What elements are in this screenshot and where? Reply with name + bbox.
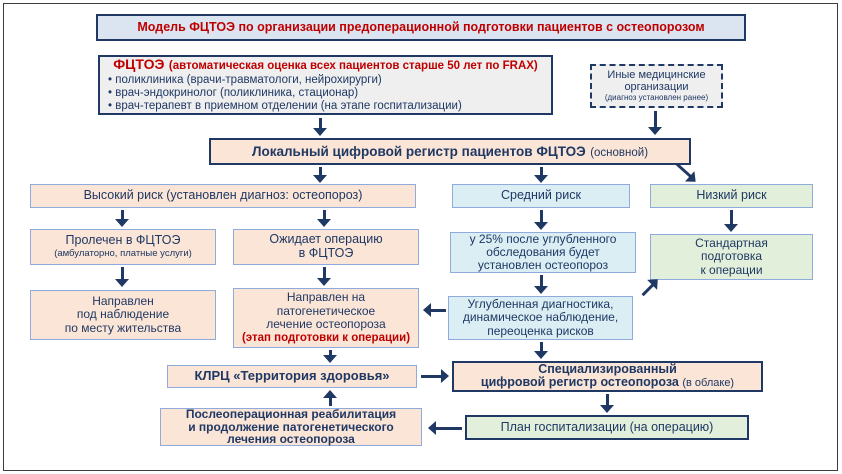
deep-diagnostics-box: Углубленная диагностика, динамическое наб… [448,296,633,340]
local-registry-box: Локальный цифровой регистр пациентов ФЦТ… [209,138,691,165]
arrow-fctoe-to-registry [313,118,327,136]
treated-box: Пролечен в ФЦТОЭ (амбулаторно, платные у… [30,229,216,265]
spec-registry-line1: Специализированный [538,361,677,376]
standard-prep-text: Стандартная подготовка к операции [695,236,768,277]
arrow-plan-to-rehab [428,421,462,435]
fctoe-bullet-1: поликлиника (врачи-травматологи, нейрохи… [108,74,551,87]
arrow-high-to-awaiting [317,210,331,227]
pct25-text: у 25% после углубленного обследования буд… [469,231,617,273]
low-risk-box: Низкий риск [650,184,813,208]
spec-registry-note: (в облаке) [682,377,735,390]
fctoe-box: ФЦТОЭ (автоматическая оценка всех пациен… [98,55,553,115]
spec-registry-box: Специализированный цифровой регистр осте… [452,361,763,392]
arrow-diagnostics-to-spec-registry [534,342,548,359]
local-registry-note: (основной) [590,146,649,159]
other-orgs-box: Иные медицинские организации (диагноз уст… [590,64,723,108]
outer-frame [3,3,838,471]
spec-registry-line2-text: цифровой регистр остеопороза [480,375,679,390]
medium-risk-label: Средний риск [501,188,581,203]
page-title: Модель ФЦТОЭ по организации предоперацио… [137,19,705,34]
deep-diagnostics-text: Углубленная диагностика, динамическое наб… [462,297,619,338]
pathogenetic-treatment-box: Направлен на патогенетическое лечение осте… [233,288,419,348]
awaiting-surgery-box: Ожидает операцию в ФЦТОЭ [233,229,419,265]
arrow-treated-to-observation [115,267,129,287]
treated-text: Пролечен в ФЦТОЭ [65,233,181,248]
awaiting-surgery-text: Ожидает операцию в ФЦТОЭ [269,232,383,260]
arrow-treatment-to-klrc [323,350,337,363]
fctoe-bullet-3: врач-терапевт в приемном отделении (на э… [108,100,551,113]
fctoe-heading-line: ФЦТОЭ (автоматическая оценка всех пациен… [113,56,538,74]
arrow-low-to-standard-prep [724,210,738,232]
local-registry-line: Локальный цифровой регистр пациентов ФЦТ… [252,143,648,161]
title-box: Модель ФЦТОЭ по организации предоперацио… [96,14,746,41]
treated-note: (амбулаторно, платные услуги) [54,248,192,260]
high-risk-box: Высокий риск (установлен диагноз: остеоп… [30,184,416,208]
arrow-medium-to-pct25 [534,210,548,230]
fctoe-bullet-list: поликлиника (врачи-травматологи, нейрохи… [100,74,551,114]
arrow-klrc-to-spec-registry [421,369,449,383]
arrow-pct25-to-diagnostics [534,275,548,294]
local-registry-text: Локальный цифровой регистр пациентов ФЦТ… [251,143,586,159]
arrow-high-to-treated [115,210,129,227]
arrow-awaiting-to-treatment [317,267,331,286]
rehab-box: Послеоперационная реабилитация и продолже… [160,408,422,446]
observation-box: Направлен под наблюдение по месту жительст… [30,290,216,340]
fctoe-bullet-2: врач-эндокринолог (поликлиника, стациона… [108,87,551,100]
observation-text: Направлен под наблюдение по месту жительст… [64,294,182,335]
fctoe-heading-note: (автоматическая оценка всех пациентов ст… [168,60,538,73]
other-orgs-text: Иные медицинские организации [607,68,706,94]
arrow-diagnostics-to-treatment [423,303,446,317]
pct25-box: у 25% после углубленного обследования буд… [450,232,636,273]
medium-risk-box: Средний риск [452,184,630,208]
fctoe-heading: ФЦТОЭ [113,56,165,73]
hosp-plan-text: План госпитализации (на операцию) [500,419,714,434]
standard-prep-box: Стандартная подготовка к операции [650,234,813,280]
low-risk-label: Низкий риск [696,188,767,203]
pathogenetic-treatment-note: (этап подготовки к операции) [241,331,411,344]
rehab-text: Послеоперационная реабилитация и продолже… [185,407,397,447]
klrc-text: КЛРЦ «Территория здоровья» [194,368,390,384]
arrow-spec-registry-to-plan [600,394,614,413]
arrow-registry-to-medium-risk [534,167,548,183]
pathogenetic-treatment-text: Направлен на патогенетическое лечение осте… [266,290,386,331]
high-risk-label: Высокий риск (установлен диагноз: остеоп… [83,188,363,203]
klrc-box: КЛРЦ «Территория здоровья» [167,365,417,388]
hosp-plan-box: План госпитализации (на операцию) [465,415,749,440]
arrow-rehab-to-klrc [323,390,337,406]
spec-registry-line2: цифровой регистр остеопороза (в облаке) [481,376,734,390]
other-orgs-note: (диагноз установлен ранее) [604,93,709,103]
arrow-other-orgs-to-registry [648,111,662,135]
arrow-registry-to-high-risk [313,167,327,183]
